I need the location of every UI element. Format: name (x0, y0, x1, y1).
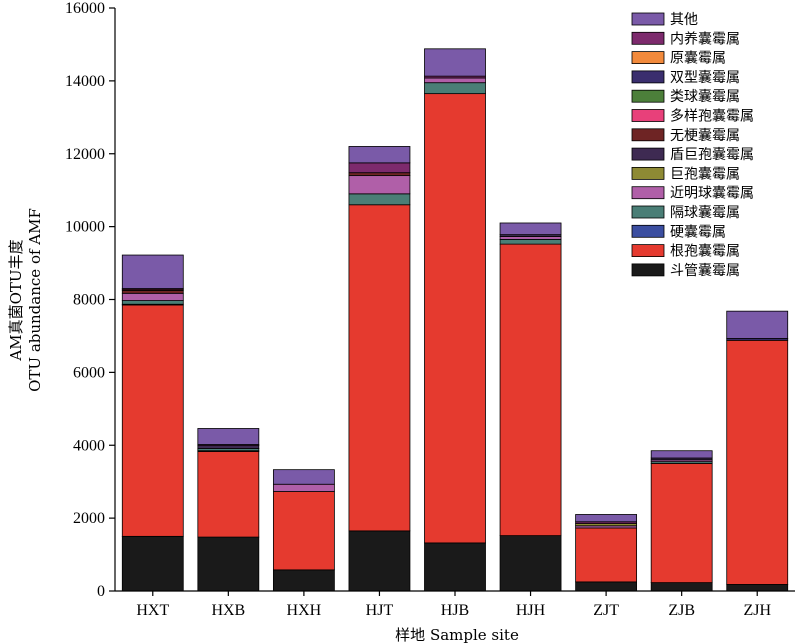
y-tick-label-10000: 10000 (65, 219, 105, 236)
plot-area (121, 48, 789, 592)
x-tick-label-ZJH: ZJH (743, 602, 771, 619)
bar-segment-ZJH-斗管囊霉属 (726, 584, 789, 592)
bar-segment-HJT-其他 (348, 146, 411, 164)
legend-label-双型囊霉属: 双型囊霉属 (670, 69, 740, 86)
bar-segment-HXT-近明球囊霉属 (121, 292, 184, 301)
legend-swatch-无梗囊霉属 (631, 128, 665, 142)
bar-segment-HJT-内养囊霉属 (348, 162, 411, 174)
bar-segment-ZJT-斗管囊霉属 (575, 581, 638, 592)
bar-segment-HXH-斗管囊霉属 (272, 569, 335, 592)
x-tick-label-HJB: HJB (441, 602, 469, 619)
y-tick-label-2000: 2000 (73, 510, 105, 527)
legend-label-硬囊霉属: 硬囊霉属 (670, 223, 726, 240)
bar-segment-HJB-斗管囊霉属 (424, 542, 486, 592)
x-tick-label-HJT: HJT (366, 602, 394, 619)
bar-segment-ZJT-根孢囊霉属 (575, 527, 638, 583)
x-axis-title: 样地 Sample site (395, 626, 519, 643)
y-tick-label-0: 0 (97, 583, 105, 600)
y-tick-label-12000: 12000 (65, 146, 105, 163)
legend-swatch-巨孢囊霉属 (631, 166, 665, 180)
legend-label-多样孢囊霉属: 多样孢囊霉属 (670, 108, 754, 125)
legend-swatch-类球囊霉属 (631, 89, 665, 103)
legend-swatch-硬囊霉属 (631, 224, 665, 238)
legend-swatch-根孢囊霉属 (631, 244, 665, 258)
bar-segment-HXB-盾巨孢囊霉属 (197, 445, 260, 449)
bar-segment-HXT-其他 (121, 254, 184, 289)
bar-segment-HJH-斗管囊霉属 (499, 535, 562, 592)
legend-swatch-其他 (631, 12, 665, 26)
y-tick-label-8000: 8000 (73, 292, 105, 309)
bar-segment-HJB-根孢囊霉属 (424, 93, 486, 544)
x-tick-label-HXT: HXT (136, 602, 169, 619)
legend-label-根孢囊霉属: 根孢囊霉属 (670, 243, 740, 260)
legend-label-其他: 其他 (670, 12, 698, 28)
bar-segment-HXH-根孢囊霉属 (272, 491, 335, 571)
bar-segment-ZJH-其他 (726, 310, 789, 339)
bar-segment-HJT-隔球囊霉属 (348, 193, 411, 206)
legend-label-内养囊霉属: 内养囊霉属 (670, 30, 740, 47)
legend-label-类球囊霉属: 类球囊霉属 (670, 88, 740, 105)
bar-segment-HJB-近明球囊霉属 (424, 77, 486, 84)
axes: 0 2000 4000 6000 8000 10000 12000 14000 16000 HXT… (65, 0, 795, 619)
legend-label-巨孢囊霉属: 巨孢囊霉属 (670, 165, 740, 182)
bar-segment-HXT-斗管囊霉属 (121, 535, 184, 592)
x-tick-label-HXH: HXH (287, 602, 322, 619)
legend-swatch-近明球囊霉属 (631, 186, 665, 200)
legend-swatch-隔球囊霉属 (631, 205, 665, 219)
x-tick-label-HXB: HXB (211, 602, 245, 619)
bar-segment-HJH-其他 (499, 222, 562, 236)
y-tick-label-4000: 4000 (73, 437, 105, 454)
bar-segment-HJH-隔球囊霉属 (499, 238, 562, 245)
legend-label-无梗囊霉属: 无梗囊霉属 (670, 127, 740, 144)
legend-label-近明球囊霉属: 近明球囊霉属 (670, 185, 754, 202)
y-axis-title-chinese: AM真菌OTU丰度 (7, 239, 25, 361)
legend: 其他内养囊霉属原囊霉属双型囊霉属类球囊霉属多样孢囊霉属无梗囊霉属盾巨孢囊霉属巨孢… (631, 12, 754, 279)
legend-swatch-盾巨孢囊霉属 (631, 147, 665, 161)
bar-segment-HJB-隔球囊霉属 (424, 82, 486, 95)
bar-segment-HXB-斗管囊霉属 (197, 536, 260, 592)
y-tick-label-6000: 6000 (73, 364, 105, 381)
legend-swatch-多样孢囊霉属 (631, 109, 665, 122)
bar-segment-HXH-近明球囊霉属 (272, 483, 335, 492)
bar-segment-ZJB-斗管囊霉属 (650, 582, 713, 592)
x-tick-label-ZJT: ZJT (593, 602, 619, 619)
bar-segment-HXB-根孢囊霉属 (197, 451, 260, 538)
legend-label-盾巨孢囊霉属: 盾巨孢囊霉属 (670, 146, 754, 163)
bar-segment-HJH-根孢囊霉属 (499, 243, 562, 537)
legend-label-斗管囊霉属: 斗管囊霉属 (670, 262, 740, 279)
bar-segment-ZJT-其他 (575, 514, 638, 523)
bar-segment-HJB-其他 (424, 48, 486, 77)
y-tick-label-14000: 14000 (65, 73, 105, 90)
bar-segment-HJT-无梗囊霉属 (348, 172, 411, 177)
legend-swatch-双型囊霉属 (631, 70, 665, 84)
bar-segment-HXT-无梗囊霉属 (121, 289, 184, 294)
bar-segment-HJH-近明球囊霉属 (499, 236, 562, 240)
bar-segment-HJT-斗管囊霉属 (348, 530, 411, 592)
bar-segment-HXT-根孢囊霉属 (121, 304, 184, 537)
bar-segment-HXT-隔球囊霉属 (121, 300, 184, 305)
bar-segment-HXH-其他 (272, 469, 335, 485)
bar-segment-HJT-根孢囊霉属 (348, 204, 411, 532)
y-tick-label-16000: 16000 (65, 0, 105, 17)
bar-segment-ZJH-根孢囊霉属 (726, 339, 789, 585)
bar-segment-HJT-近明球囊霉属 (348, 175, 411, 195)
bar-segment-ZJB-其他 (650, 450, 713, 459)
legend-label-原囊霉属: 原囊霉属 (670, 50, 726, 67)
y-axis-title-english: OTU abundance of AMF (26, 208, 44, 392)
legend-label-隔球囊霉属: 隔球囊霉属 (670, 204, 740, 221)
x-tick-label-ZJB: ZJB (668, 602, 695, 619)
legend-swatch-原囊霉属 (631, 51, 665, 64)
x-tick-label-HJH: HJH (516, 602, 546, 619)
bar-segment-ZJB-根孢囊霉属 (650, 463, 713, 584)
legend-swatch-斗管囊霉属 (631, 263, 665, 277)
legend-swatch-内养囊霉属 (631, 31, 665, 45)
bar-segment-HXB-其他 (197, 428, 260, 445)
